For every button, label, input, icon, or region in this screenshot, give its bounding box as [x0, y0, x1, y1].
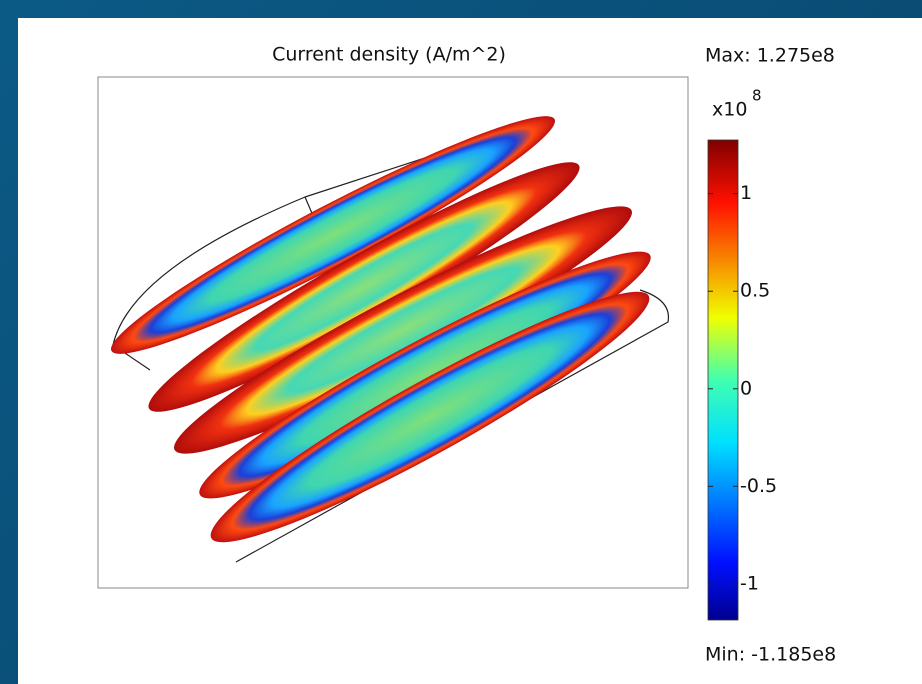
- colorbar: [707, 139, 739, 621]
- colorbar-tick-label: 0: [740, 377, 752, 399]
- scale-base: x10: [712, 99, 747, 121]
- colorbar-tick-label: -1: [740, 572, 759, 594]
- surface-slices: [111, 116, 651, 543]
- colorbar-tick-label: 0.5: [740, 280, 770, 302]
- colorbar-tick-label: -0.5: [740, 475, 777, 497]
- scale-exponent: 8: [752, 87, 762, 105]
- min-label: Min: -1.185e8: [705, 644, 836, 666]
- max-label: Max: 1.275e8: [705, 45, 835, 67]
- colorbar-tick-label: 1: [740, 182, 752, 204]
- plot-frame: [97, 76, 689, 589]
- chart-title: Current density (A/m^2): [272, 44, 506, 66]
